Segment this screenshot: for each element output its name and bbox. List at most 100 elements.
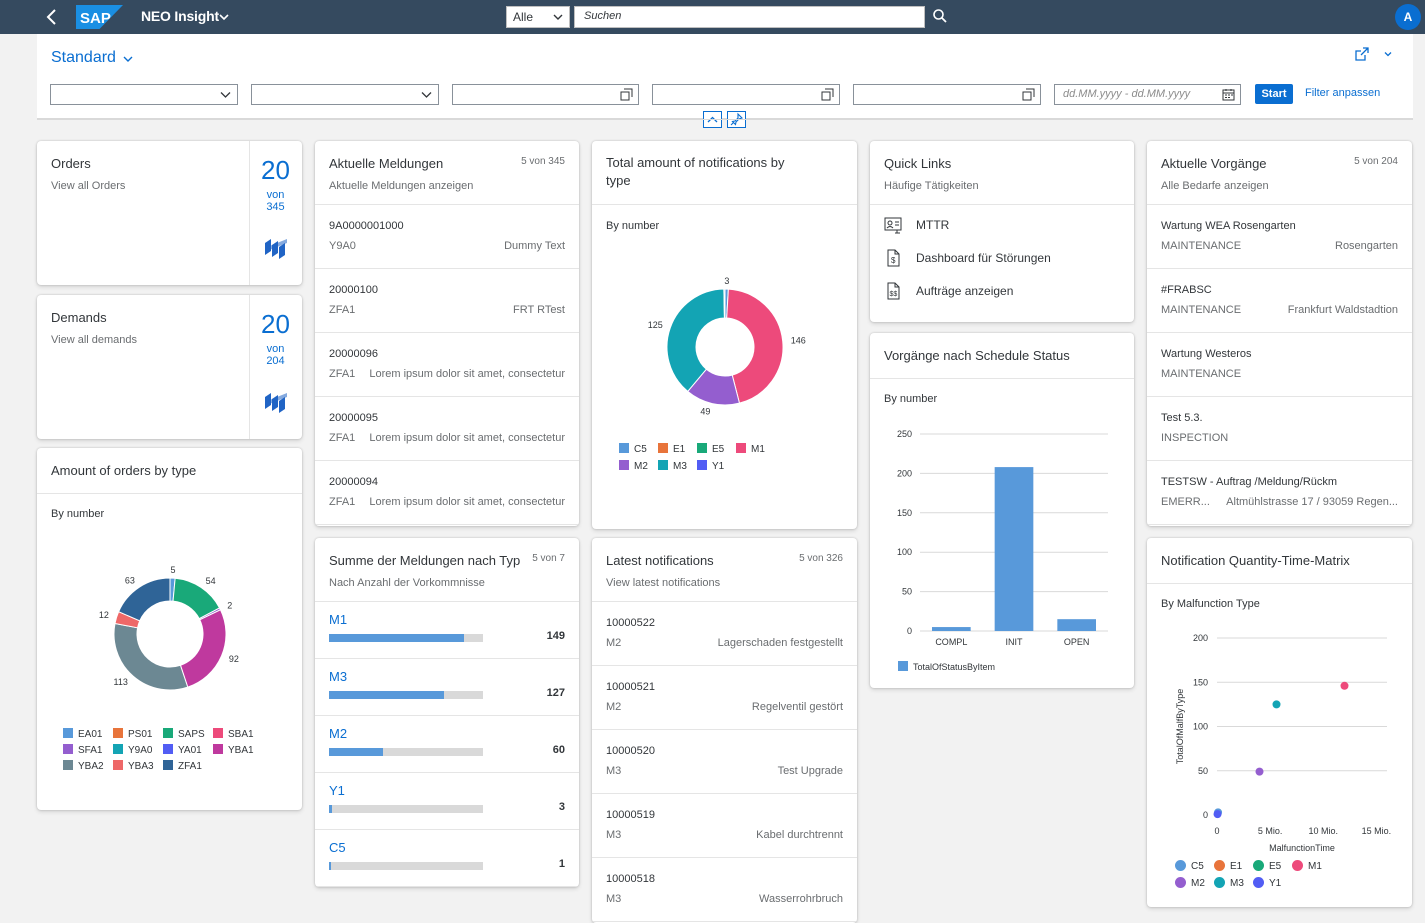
list-item[interactable]: TESTSW - Auftrag /Meldung/Rückm EMERR... A… — [1147, 461, 1412, 525]
legend-label[interactable]: TotalOfStatusByItem — [913, 662, 995, 672]
legend-item[interactable]: E5 — [697, 443, 724, 455]
list-item[interactable]: 10000521 M2 Regelventil gestört — [592, 666, 857, 730]
list-item[interactable]: 10000520 M3 Test Upgrade — [592, 730, 857, 794]
person-chart-icon — [884, 217, 902, 234]
donut-slice-m3[interactable] — [666, 288, 725, 393]
quantity-time-matrix-card[interactable]: Notification Quantity-Time-Matrix By Mal… — [1147, 538, 1412, 907]
filter-value-help-3[interactable] — [853, 84, 1041, 105]
legend-item[interactable]: EA01 — [63, 728, 102, 740]
notifications-by-type-card[interactable]: Total amount of notifications by type By… — [592, 141, 857, 529]
user-avatar[interactable]: A — [1395, 4, 1421, 30]
list-item[interactable]: 10000522 M2 Lagerschaden festgestellt — [592, 602, 857, 666]
list-item[interactable]: #FRABSC MAINTENANCE Frankfurt Waldstadtion — [1147, 269, 1412, 333]
bar-init[interactable] — [994, 467, 1034, 631]
app-title[interactable]: NEO Insight — [141, 8, 219, 24]
legend-item[interactable]: C5 — [1175, 860, 1204, 872]
legend-item[interactable]: M2 — [1175, 877, 1205, 889]
list-item[interactable]: 10000518 M3 Wasserrohrbruch — [592, 858, 857, 922]
bar-row[interactable]: M1 149 — [315, 602, 579, 659]
search-scope-select[interactable]: Alle — [506, 6, 570, 28]
bar-track — [329, 862, 483, 870]
variant-selector[interactable]: Standard — [51, 49, 116, 66]
scatter-point-y1[interactable] — [1213, 810, 1222, 819]
scatter-point-m2[interactable] — [1255, 767, 1264, 776]
calendar-icon[interactable] — [1222, 88, 1235, 101]
donut-slice-zfa1[interactable] — [117, 577, 171, 622]
legend-item[interactable]: Y1 — [697, 460, 724, 472]
sap-logo[interactable]: SAP — [76, 5, 123, 29]
quick-link-mttr[interactable]: MTTR — [916, 218, 950, 232]
filter-select-2[interactable] — [251, 84, 439, 105]
legend-item[interactable]: YBA2 — [63, 760, 104, 772]
share-icon[interactable] — [1354, 46, 1370, 62]
quick-link-orders[interactable]: Aufträge anzeigen — [916, 284, 1014, 298]
value-help-icon[interactable] — [821, 88, 834, 101]
filter-value-help-2[interactable] — [652, 84, 840, 105]
donut-slice-m1[interactable] — [726, 288, 784, 404]
bar-row[interactable]: Y1 3 — [315, 773, 579, 830]
scatter-point-m1[interactable] — [1340, 681, 1349, 690]
legend-item[interactable]: SAPS — [163, 728, 205, 740]
search-icon[interactable] — [932, 8, 948, 24]
bar-row[interactable]: M3 127 — [315, 659, 579, 716]
bar-row[interactable]: C5 1 — [315, 830, 579, 887]
chevron-down-icon[interactable] — [218, 11, 230, 23]
legend-item[interactable]: PS01 — [113, 728, 152, 740]
legend-item[interactable]: M3 — [1214, 877, 1244, 889]
orders-by-type-card[interactable]: Amount of orders by type By number 5 54 2 9… — [37, 448, 302, 810]
legend-item[interactable]: YA01 — [163, 744, 202, 756]
value-help-icon[interactable] — [620, 88, 633, 101]
chevron-down-icon[interactable] — [122, 53, 134, 65]
legend-item[interactable]: M1 — [736, 443, 765, 455]
summe-meldungen-card[interactable]: Summe der Meldungen nach Typ 5 von 7 Nac… — [315, 538, 579, 887]
donut-slice-y1[interactable] — [723, 288, 726, 319]
legend-item[interactable]: E5 — [1253, 860, 1281, 872]
legend-item[interactable]: SFA1 — [63, 744, 102, 756]
back-arrow-icon[interactable] — [44, 8, 60, 26]
quick-links-card[interactable]: Quick Links Häufige Tätigkeiten MTTR $ D… — [870, 141, 1134, 322]
list-item[interactable]: 20000100 ZFA1 FRT RTest — [315, 269, 579, 333]
bar-compl[interactable] — [932, 627, 971, 631]
legend-item[interactable]: Y9A0 — [113, 744, 152, 756]
chevron-down-icon[interactable] — [1383, 49, 1393, 59]
donut-slice-yba1[interactable] — [179, 609, 227, 688]
start-button[interactable]: Start — [1255, 84, 1293, 104]
legend-item[interactable]: YBA1 — [213, 744, 254, 756]
legend-item[interactable]: YBA3 — [113, 760, 154, 772]
bar-category: M1 — [329, 612, 348, 627]
list-item[interactable]: 20000094 ZFA1 Lorem ipsum dolor sit amet, … — [315, 461, 579, 525]
scatter-point-m3[interactable] — [1272, 700, 1281, 709]
legend-item[interactable]: M2 — [619, 460, 648, 472]
list-item[interactable]: 10000519 M3 Kabel durchtrennt — [592, 794, 857, 858]
filter-select-1[interactable] — [50, 84, 238, 105]
bar-open[interactable] — [1057, 619, 1096, 631]
list-item[interactable]: Wartung WEA Rosengarten MAINTENANCE Roseng… — [1147, 205, 1412, 269]
list-item[interactable]: 20000096 ZFA1 Lorem ipsum dolor sit amet, … — [315, 333, 579, 397]
schedule-status-card[interactable]: Vorgänge nach Schedule Status By number … — [870, 333, 1134, 688]
list-item[interactable]: Test 5.3. INSPECTION — [1147, 397, 1412, 461]
item-type: M3 — [606, 829, 622, 841]
value-help-icon[interactable] — [1022, 88, 1035, 101]
list-item[interactable]: 9A0000001000 Y9A0 Dummy Text — [315, 205, 579, 269]
list-item[interactable]: 20000095 ZFA1 Lorem ipsum dolor sit amet, … — [315, 397, 579, 461]
latest-notifications-card[interactable]: Latest notifications 5 von 326 View late… — [592, 538, 857, 923]
legend-item[interactable]: C5 — [619, 443, 647, 455]
aktuelle-vorgaenge-card[interactable]: Aktuelle Vorgänge 5 von 204 Alle Bedarfe… — [1147, 141, 1412, 526]
demands-card[interactable]: Demands View all demands 20 von 204 — [37, 295, 302, 439]
legend-item[interactable]: ZFA1 — [163, 760, 202, 772]
legend-item[interactable]: E1 — [1214, 860, 1242, 872]
list-item[interactable]: Wartung Westeros MAINTENANCE — [1147, 333, 1412, 397]
filter-value-help-1[interactable] — [452, 84, 639, 105]
quick-link-dashboard[interactable]: Dashboard für Störungen — [916, 251, 1051, 265]
legend-item[interactable]: E1 — [658, 443, 685, 455]
date-range-field[interactable]: dd.MM.yyyy - dd.MM.yyyy — [1054, 84, 1241, 105]
legend-item[interactable]: M1 — [1292, 860, 1322, 872]
legend-item[interactable]: SBA1 — [213, 728, 254, 740]
bar-row[interactable]: M2 60 — [315, 716, 579, 773]
aktuelle-meldungen-card[interactable]: Aktuelle Meldungen 5 von 345 Aktuelle Me… — [315, 141, 579, 526]
legend-item[interactable]: M3 — [658, 460, 687, 472]
adapt-filters-link[interactable]: Filter anpassen — [1305, 87, 1381, 99]
orders-card[interactable]: Orders View all Orders 20 von 345 — [37, 141, 302, 285]
search-input[interactable]: Suchen — [574, 6, 925, 28]
legend-item[interactable]: Y1 — [1253, 877, 1281, 889]
